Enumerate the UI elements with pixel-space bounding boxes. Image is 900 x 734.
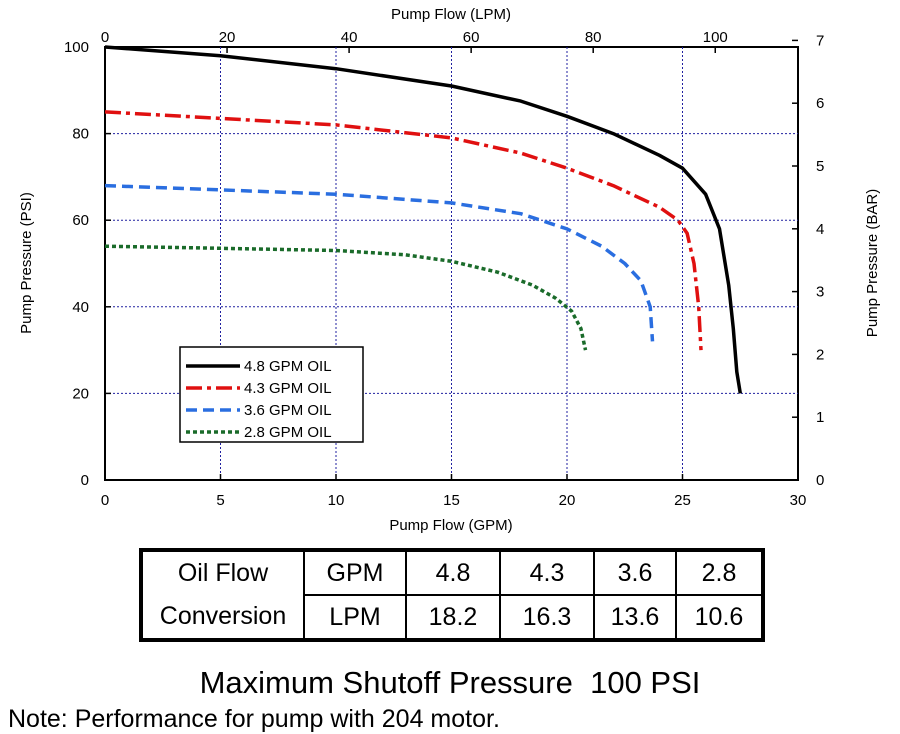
pump-performance-chart: 0 5 10 15 20 25 30 0 20 40 60 80 100 0 20 40 60 80 100 0 1 2 3… xyxy=(18,6,881,534)
x-tick-label: 0 xyxy=(101,492,109,509)
table-cell: Oil Flow xyxy=(140,550,305,595)
legend-box xyxy=(179,346,364,443)
y2-tick-label: 5 xyxy=(816,158,824,175)
table-cell: 2.8 xyxy=(675,549,764,596)
y2-tick-label: 0 xyxy=(816,472,824,489)
table-cell: 4.8 xyxy=(405,549,501,596)
x2-tick-label: 0 xyxy=(101,29,109,46)
y-tick-label: 20 xyxy=(72,385,89,402)
x-tick-label: 15 xyxy=(443,492,460,509)
table-cell: 3.6 xyxy=(593,549,677,596)
y2-axis-title: Pump Pressure (BAR) xyxy=(864,189,881,337)
legend: 4.8 GPM OIL 4.3 GPM OIL 3.6 GPM OIL 2.8 GPM… xyxy=(179,346,364,443)
table-cell: 4.3 xyxy=(499,549,595,596)
table-cell: 18.2 xyxy=(405,594,501,641)
x2-tick-label: 60 xyxy=(463,29,480,46)
table-cell: 13.6 xyxy=(593,594,677,641)
conversion-table: Oil Flow GPM 4.8 4.3 3.6 2.8 Conversion … xyxy=(139,548,765,642)
max-shutoff-note: Maximum Shutoff Pressure 100 PSI xyxy=(199,665,701,700)
x2-tick-label: 100 xyxy=(703,29,728,46)
legend-label: 4.3 GPM OIL xyxy=(244,380,332,397)
x-axis-title: Pump Flow (GPM) xyxy=(389,517,512,534)
series-line-3 xyxy=(104,183,655,342)
series-lines xyxy=(104,45,743,394)
ticks: 0 5 10 15 20 25 30 0 20 40 60 80 100 0 20 40 60 80 100 0 1 2 3… xyxy=(64,29,824,509)
x-tick-label: 30 xyxy=(790,492,807,509)
x2-tick-label: 80 xyxy=(585,29,602,46)
series-line-4 xyxy=(104,244,588,351)
y-tick-label: 0 xyxy=(81,472,89,489)
legend-label: 2.8 GPM OIL xyxy=(244,424,332,441)
table-cell: GPM xyxy=(303,549,407,596)
x-tick-label: 25 xyxy=(674,492,691,509)
y2-tick-label: 7 xyxy=(816,32,824,49)
x-tick-label: 5 xyxy=(216,492,224,509)
y-axis-title: Pump Pressure (PSI) xyxy=(18,192,35,334)
legend-label: 3.6 GPM OIL xyxy=(244,402,332,419)
series-line-1 xyxy=(104,45,743,394)
x2-tick-label: 20 xyxy=(219,29,236,46)
y2-tick-label: 6 xyxy=(816,95,824,112)
y2-tick-label: 1 xyxy=(816,409,824,426)
table-cell: 10.6 xyxy=(675,594,764,641)
table-cell: Conversion xyxy=(140,595,305,640)
y-tick-label: 60 xyxy=(72,212,89,229)
y-tick-label: 40 xyxy=(72,299,89,316)
table-row: Conversion LPM 18.2 16.3 13.6 10.6 xyxy=(140,594,764,641)
y-tick-label: 80 xyxy=(72,126,89,143)
table-cell: LPM xyxy=(303,594,407,641)
x-tick-label: 10 xyxy=(328,492,345,509)
series-line-2 xyxy=(104,110,703,351)
y-tick-label: 100 xyxy=(64,39,89,56)
y2-tick-label: 3 xyxy=(816,284,824,301)
y2-tick-label: 4 xyxy=(816,221,824,238)
table-row: Oil Flow GPM 4.8 4.3 3.6 2.8 xyxy=(140,549,764,596)
y2-tick-label: 2 xyxy=(816,346,824,363)
legend-label: 4.8 GPM OIL xyxy=(244,358,332,375)
x-tick-label: 20 xyxy=(559,492,576,509)
performance-note: Note: Performance for pump with 204 moto… xyxy=(8,705,500,733)
x2-axis-title: Pump Flow (LPM) xyxy=(391,6,511,23)
table-cell: 16.3 xyxy=(499,594,595,641)
x2-tick-label: 40 xyxy=(341,29,358,46)
